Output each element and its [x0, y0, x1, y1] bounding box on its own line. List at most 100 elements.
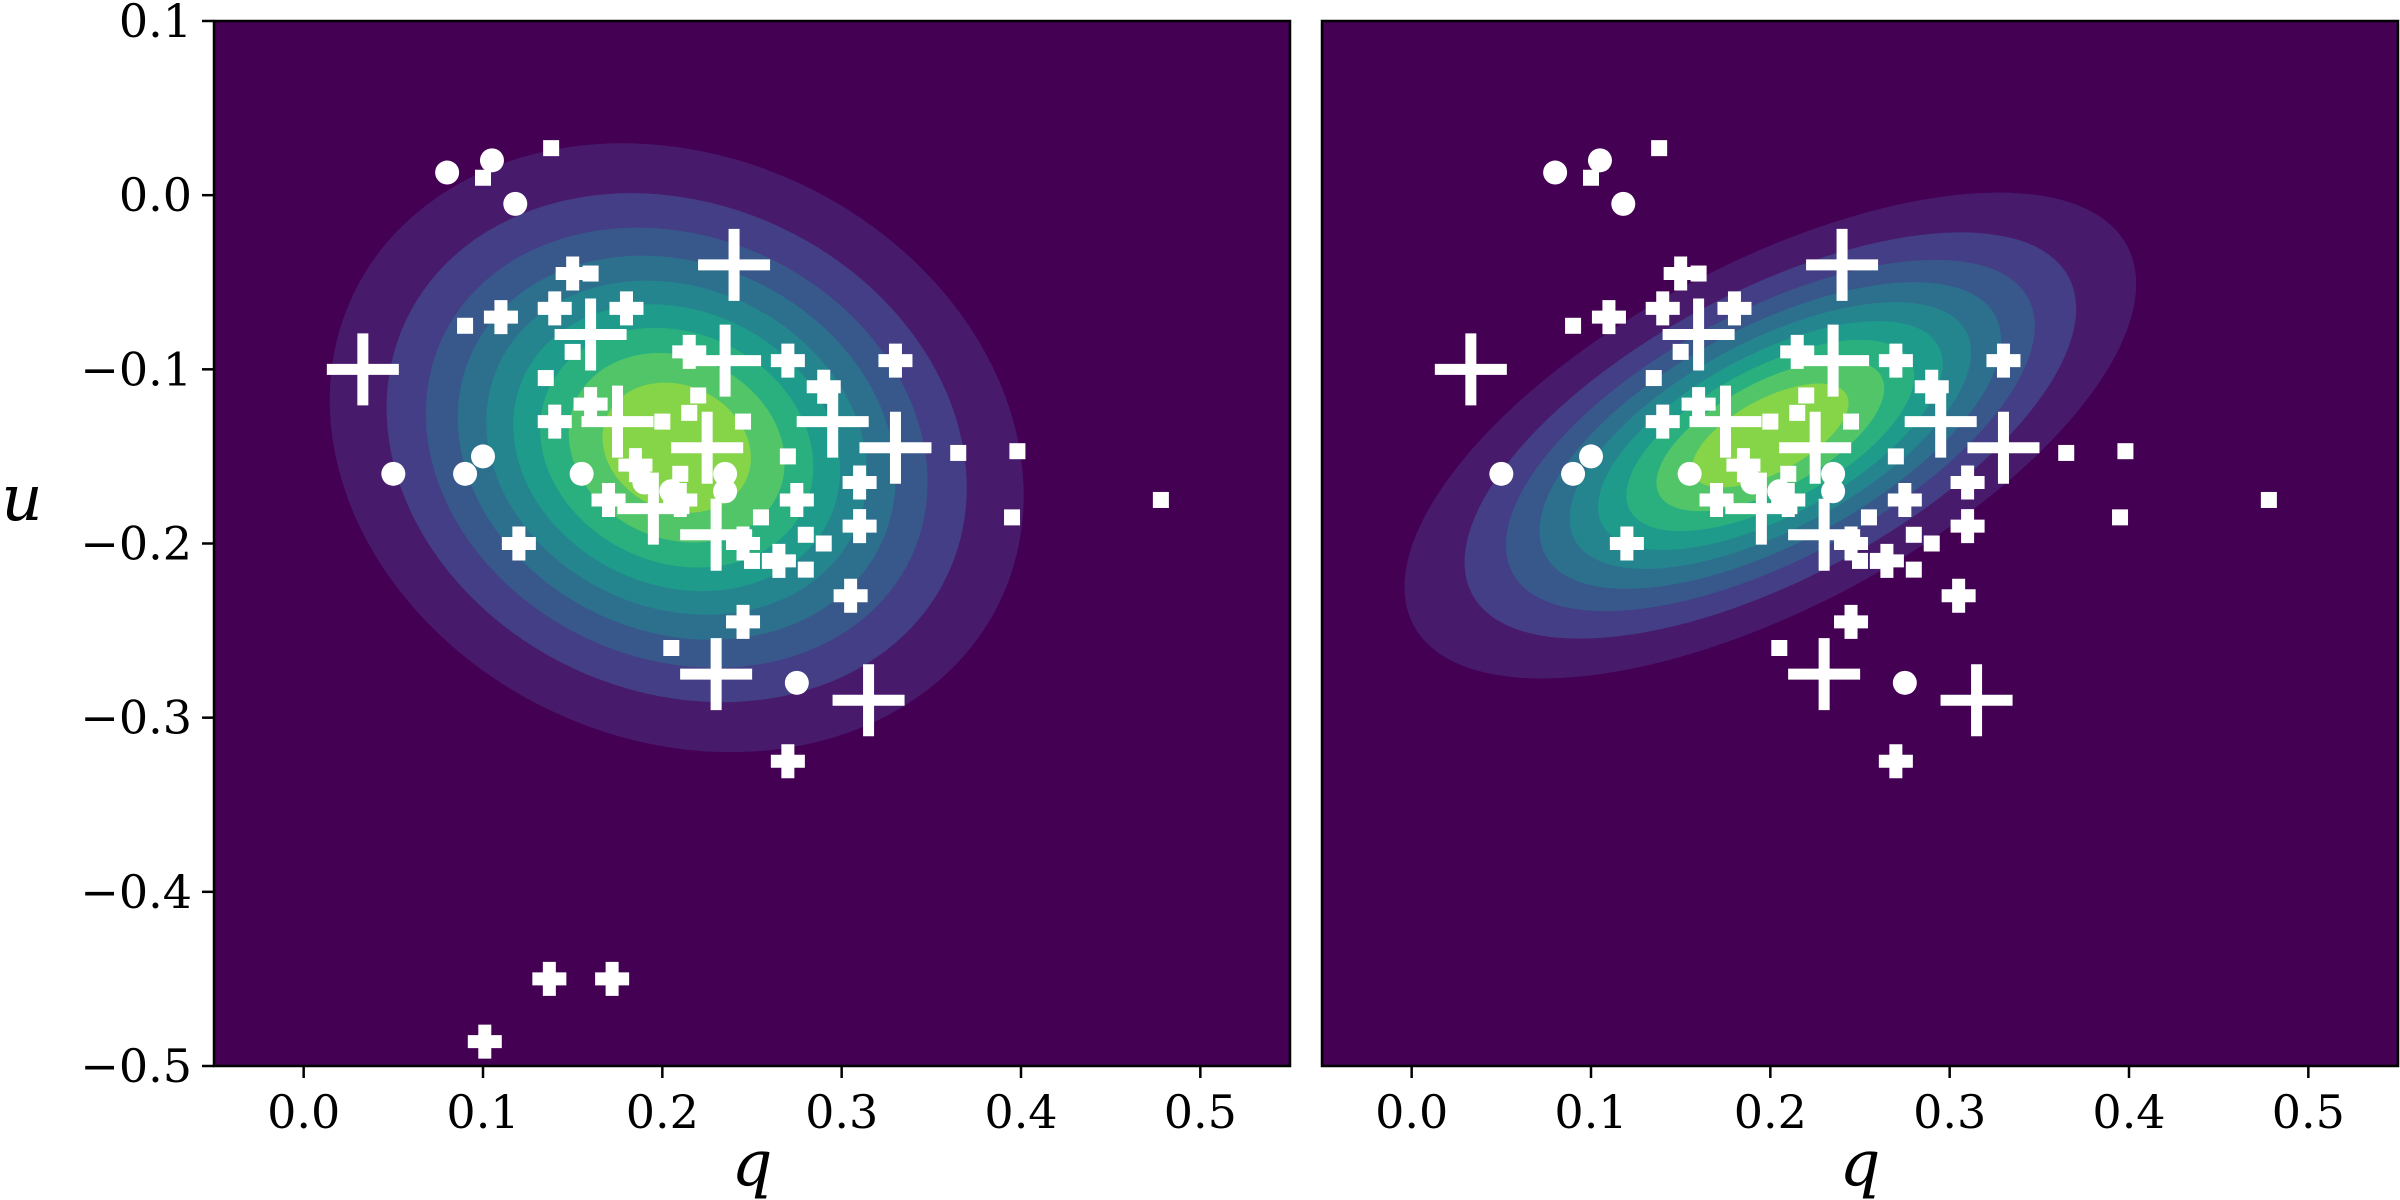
marker-square	[2260, 491, 2277, 508]
marker-square	[457, 317, 474, 334]
marker-square	[1771, 640, 1788, 656]
right-plot-area	[1322, 21, 2398, 1066]
marker-square	[1923, 535, 1940, 552]
marker-plus	[1662, 298, 1735, 371]
marker-circle	[1587, 148, 1612, 173]
marker-square	[537, 370, 554, 387]
left-panel: 0.0 0.1 0.2 0.3 0.4 0.5 0.1 0.0 −0.1 −0.2 −0.3 −0.…	[1, 0, 1292, 1200]
marker-cross	[467, 1024, 502, 1059]
marker-cross	[761, 543, 796, 578]
marker-plus	[617, 472, 690, 545]
marker-cross	[1681, 387, 1716, 422]
marker-cross	[672, 334, 707, 369]
marker-cross	[1887, 482, 1922, 517]
marker-circle	[479, 148, 504, 173]
marker-plus	[1967, 411, 2040, 484]
marker-square	[1860, 509, 1877, 526]
marker-plus	[689, 324, 762, 397]
marker-circle	[713, 479, 738, 504]
marker-square	[1152, 491, 1169, 508]
marker-square	[1583, 169, 1599, 186]
x-tick-label: 0.0	[267, 1085, 340, 1139]
marker-cross	[1834, 604, 1869, 639]
marker-cross	[1950, 509, 1985, 544]
marker-square	[1645, 370, 1662, 387]
x-tick-label: 0.5	[2272, 1085, 2345, 1139]
marker-square	[582, 265, 599, 282]
marker-cross	[1878, 343, 1913, 378]
marker-plus	[1797, 324, 1870, 397]
marker-circle	[1611, 191, 1636, 216]
marker-cross	[1878, 744, 1913, 779]
right-x-ticks: 0.0 0.1 0.2 0.3 0.4 0.5	[1375, 1066, 2345, 1139]
marker-square	[1852, 552, 1868, 569]
right-panel: 0.0 0.1 0.2 0.3 0.4 0.5 q	[1320, 19, 2400, 1200]
marker-cross	[878, 343, 913, 378]
marker-cross	[1941, 578, 1976, 613]
marker-cross	[1771, 482, 1806, 517]
marker-circle	[1767, 479, 1792, 504]
marker-plus	[1940, 664, 2013, 737]
marker-circle	[471, 444, 495, 469]
marker-plus	[1904, 385, 1977, 458]
marker-plus	[1779, 411, 1852, 484]
marker-square	[744, 552, 760, 569]
marker-square	[1780, 465, 1797, 482]
marker-cross	[1986, 343, 2021, 378]
marker-cross	[833, 578, 868, 613]
marker-square	[654, 413, 671, 430]
marker-cross	[770, 744, 805, 779]
marker-plus	[1806, 228, 1879, 301]
marker-square	[543, 140, 560, 157]
marker-plus	[1434, 333, 1507, 406]
marker-plus	[680, 638, 753, 711]
marker-circle	[1561, 461, 1586, 486]
x-tick-label: 0.1	[1554, 1085, 1627, 1139]
marker-square	[1798, 387, 1815, 404]
marker-cross	[1950, 465, 1985, 500]
y-tick-label: 0.0	[119, 168, 192, 222]
marker-square	[2117, 443, 2134, 460]
right-x-axis-label: q	[1840, 1127, 1881, 1200]
x-tick-label: 0.2	[626, 1085, 699, 1139]
marker-cross	[1869, 543, 1904, 578]
marker-circle	[1677, 461, 1702, 486]
marker-plus	[698, 228, 771, 301]
marker-square	[663, 640, 680, 656]
marker-cross	[1834, 526, 1869, 561]
marker-plus	[680, 498, 753, 571]
marker-square	[779, 448, 796, 465]
marker-cross	[501, 526, 536, 561]
marker-square	[1565, 317, 1582, 334]
left-x-ticks: 0.0 0.1 0.2 0.3 0.4 0.5	[267, 1066, 1237, 1139]
marker-cross	[1780, 334, 1815, 369]
marker-cross	[1591, 300, 1626, 335]
marker-square	[1887, 448, 1904, 465]
marker-plus	[1788, 638, 1861, 711]
marker-square	[1869, 552, 1886, 569]
marker-square	[1905, 561, 1922, 578]
marker-circle	[381, 461, 406, 486]
marker-cross	[842, 465, 877, 500]
marker-plus	[671, 411, 744, 484]
marker-circle	[713, 461, 738, 486]
marker-cross	[726, 526, 761, 561]
marker-cross	[573, 387, 608, 422]
marker-plus	[1725, 472, 1798, 545]
y-tick-label: −0.2	[80, 517, 192, 571]
marker-square	[815, 535, 832, 552]
x-tick-label: 0.5	[1164, 1085, 1237, 1139]
marker-circle	[1821, 479, 1846, 504]
marker-plus	[326, 333, 399, 406]
marker-square	[761, 552, 778, 569]
marker-cross	[537, 291, 572, 326]
marker-plus	[796, 385, 869, 458]
marker-square	[2058, 444, 2075, 461]
marker-plus	[859, 411, 932, 484]
marker-square	[752, 509, 769, 526]
marker-cross	[1914, 369, 1949, 404]
x-tick-label: 0.1	[446, 1085, 519, 1139]
marker-square	[797, 526, 814, 543]
left-y-ticks: 0.1 0.0 −0.1 −0.2 −0.3 −0.4 −0.5	[80, 0, 214, 1093]
marker-square	[672, 465, 689, 482]
